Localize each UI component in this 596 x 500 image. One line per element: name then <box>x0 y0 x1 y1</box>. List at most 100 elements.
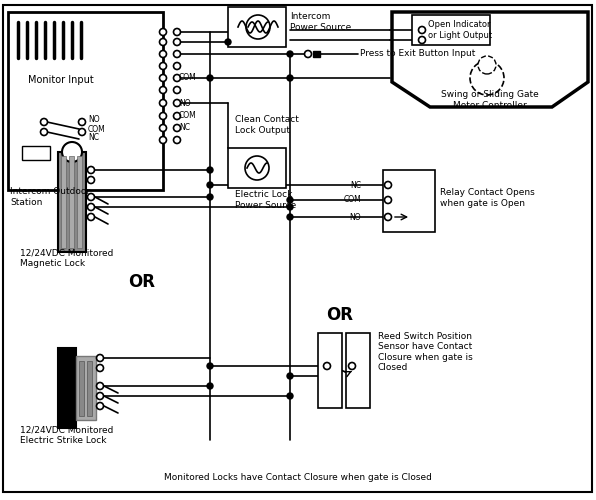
Circle shape <box>88 214 95 220</box>
Text: COM: COM <box>88 124 105 134</box>
Circle shape <box>41 128 48 136</box>
Circle shape <box>160 112 166 119</box>
Circle shape <box>97 364 104 372</box>
Circle shape <box>173 136 181 143</box>
Circle shape <box>88 204 95 210</box>
Circle shape <box>207 194 213 200</box>
Text: Intercom Outdoor
Station: Intercom Outdoor Station <box>10 188 90 206</box>
Text: NC: NC <box>350 180 361 190</box>
Bar <box>383 170 435 232</box>
Circle shape <box>470 61 504 95</box>
Circle shape <box>287 393 293 399</box>
Circle shape <box>287 214 293 220</box>
Bar <box>58 152 86 252</box>
Bar <box>69 156 74 248</box>
Circle shape <box>173 50 181 58</box>
Bar <box>76 356 96 420</box>
Circle shape <box>225 39 231 45</box>
Text: Monitored Locks have Contact Closure when gate is Closed: Monitored Locks have Contact Closure whe… <box>164 474 432 482</box>
Circle shape <box>97 392 104 400</box>
Bar <box>228 7 286 47</box>
Circle shape <box>207 75 213 81</box>
Text: Open Indicator
or Light Output: Open Indicator or Light Output <box>428 20 492 40</box>
Text: NO: NO <box>349 212 361 222</box>
Bar <box>318 333 342 408</box>
Text: NO: NO <box>179 98 191 108</box>
Circle shape <box>62 142 82 162</box>
Circle shape <box>173 112 181 119</box>
Circle shape <box>88 194 95 200</box>
Circle shape <box>160 62 166 70</box>
Circle shape <box>97 382 104 390</box>
Circle shape <box>478 56 496 74</box>
Circle shape <box>173 38 181 46</box>
Bar <box>58 348 76 428</box>
Circle shape <box>97 402 104 409</box>
Bar <box>87 361 92 416</box>
Text: NC: NC <box>179 124 190 132</box>
Circle shape <box>160 86 166 94</box>
Circle shape <box>245 156 269 180</box>
Polygon shape <box>392 12 588 107</box>
Text: Clean Contact
Lock Output: Clean Contact Lock Output <box>235 116 299 134</box>
Circle shape <box>384 196 392 203</box>
Circle shape <box>207 182 213 188</box>
Bar <box>346 333 370 408</box>
Text: OR: OR <box>327 306 353 324</box>
Text: Press to Exit Button Input: Press to Exit Button Input <box>360 50 476 58</box>
Circle shape <box>160 124 166 132</box>
Circle shape <box>384 182 392 188</box>
Circle shape <box>349 362 355 370</box>
Bar <box>22 146 50 160</box>
Circle shape <box>173 62 181 70</box>
Circle shape <box>160 50 166 58</box>
Circle shape <box>287 197 293 203</box>
Text: Swing or Sliding Gate
Motor Controller: Swing or Sliding Gate Motor Controller <box>441 90 539 110</box>
Bar <box>8 12 163 190</box>
Text: Intercom
Power Source: Intercom Power Source <box>290 12 351 32</box>
Text: Reed Switch Position
Sensor have Contact
Closure when gate is
Closed: Reed Switch Position Sensor have Contact… <box>378 332 473 372</box>
Bar <box>79 361 84 416</box>
Bar <box>228 148 286 188</box>
Circle shape <box>287 75 293 81</box>
Circle shape <box>324 362 331 370</box>
Circle shape <box>305 50 312 58</box>
Bar <box>77 156 82 248</box>
Text: COM: COM <box>179 74 197 82</box>
Circle shape <box>41 118 48 126</box>
Text: Electric Lock
Power Source: Electric Lock Power Source <box>235 190 296 210</box>
Text: Monitor Input: Monitor Input <box>28 75 94 85</box>
Circle shape <box>173 124 181 132</box>
Circle shape <box>173 100 181 106</box>
Circle shape <box>97 354 104 362</box>
Circle shape <box>287 51 293 57</box>
Text: OR: OR <box>128 273 155 291</box>
Bar <box>61 156 66 248</box>
Circle shape <box>79 118 85 126</box>
Circle shape <box>418 36 426 44</box>
Circle shape <box>207 363 213 369</box>
Circle shape <box>287 373 293 379</box>
Circle shape <box>88 166 95 173</box>
Circle shape <box>160 74 166 82</box>
Circle shape <box>173 28 181 35</box>
Bar <box>313 51 320 57</box>
Circle shape <box>418 26 426 34</box>
Text: COM: COM <box>343 196 361 204</box>
Circle shape <box>207 167 213 173</box>
Circle shape <box>173 86 181 94</box>
Circle shape <box>160 28 166 35</box>
Text: NO: NO <box>88 116 100 124</box>
Circle shape <box>160 38 166 46</box>
Circle shape <box>207 383 213 389</box>
Circle shape <box>173 74 181 82</box>
Circle shape <box>160 136 166 143</box>
Circle shape <box>160 100 166 106</box>
Circle shape <box>88 176 95 184</box>
Text: Relay Contact Opens
when gate is Open: Relay Contact Opens when gate is Open <box>440 188 535 208</box>
Circle shape <box>287 204 293 210</box>
Circle shape <box>384 214 392 220</box>
Text: 12/24VDC Monitored
Magnetic Lock: 12/24VDC Monitored Magnetic Lock <box>20 248 113 268</box>
Text: COM: COM <box>179 112 197 120</box>
Bar <box>412 15 490 45</box>
